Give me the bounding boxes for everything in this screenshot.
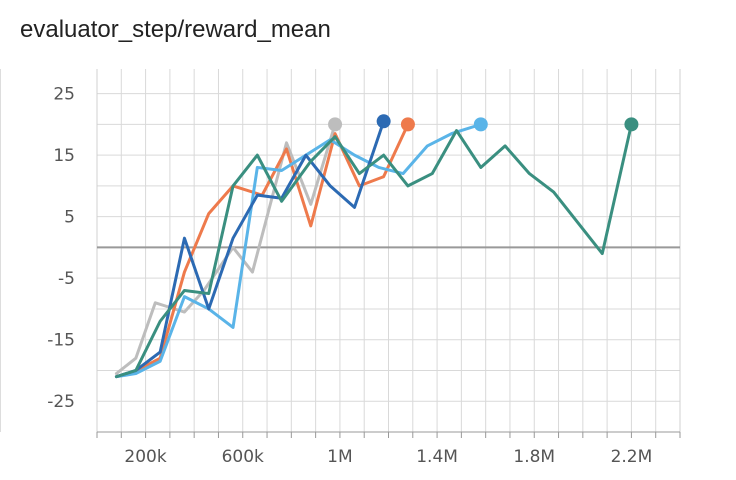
tick-labels: 25 15 5 -5 -15 -25 200k 600k 1M 1.4M 1.8M 2.2M bbox=[47, 85, 652, 467]
series-end-point-1 bbox=[400, 117, 415, 132]
y-tick-label: 5 bbox=[64, 208, 75, 228]
x-tick-label: 2.2M bbox=[611, 447, 653, 467]
y-tick-label: -25 bbox=[47, 392, 75, 412]
chart-title: evaluator_step/reward_mean bbox=[20, 16, 331, 43]
series-line-2 bbox=[114, 122, 483, 379]
x-tick-label: 1.4M bbox=[416, 447, 458, 467]
y-tick-label: 15 bbox=[53, 146, 75, 166]
series-lines bbox=[114, 119, 633, 379]
series-line-4 bbox=[114, 122, 633, 379]
y-tick-label: -5 bbox=[58, 269, 75, 289]
x-tick-label: 200k bbox=[124, 447, 166, 467]
y-tick-label: -15 bbox=[47, 331, 75, 351]
series-end-point-0 bbox=[328, 117, 343, 132]
x-tick-label: 1M bbox=[327, 447, 352, 467]
series-end-point-3 bbox=[376, 114, 391, 129]
series-end-point-2 bbox=[473, 117, 488, 132]
x-tick-label: 600k bbox=[222, 447, 264, 467]
series-end-point-4 bbox=[624, 117, 639, 132]
series-line-3 bbox=[114, 119, 386, 379]
series-end-markers bbox=[328, 114, 639, 132]
x-tick-label: 1.8M bbox=[513, 447, 555, 467]
y-tick-label: 25 bbox=[53, 85, 75, 105]
